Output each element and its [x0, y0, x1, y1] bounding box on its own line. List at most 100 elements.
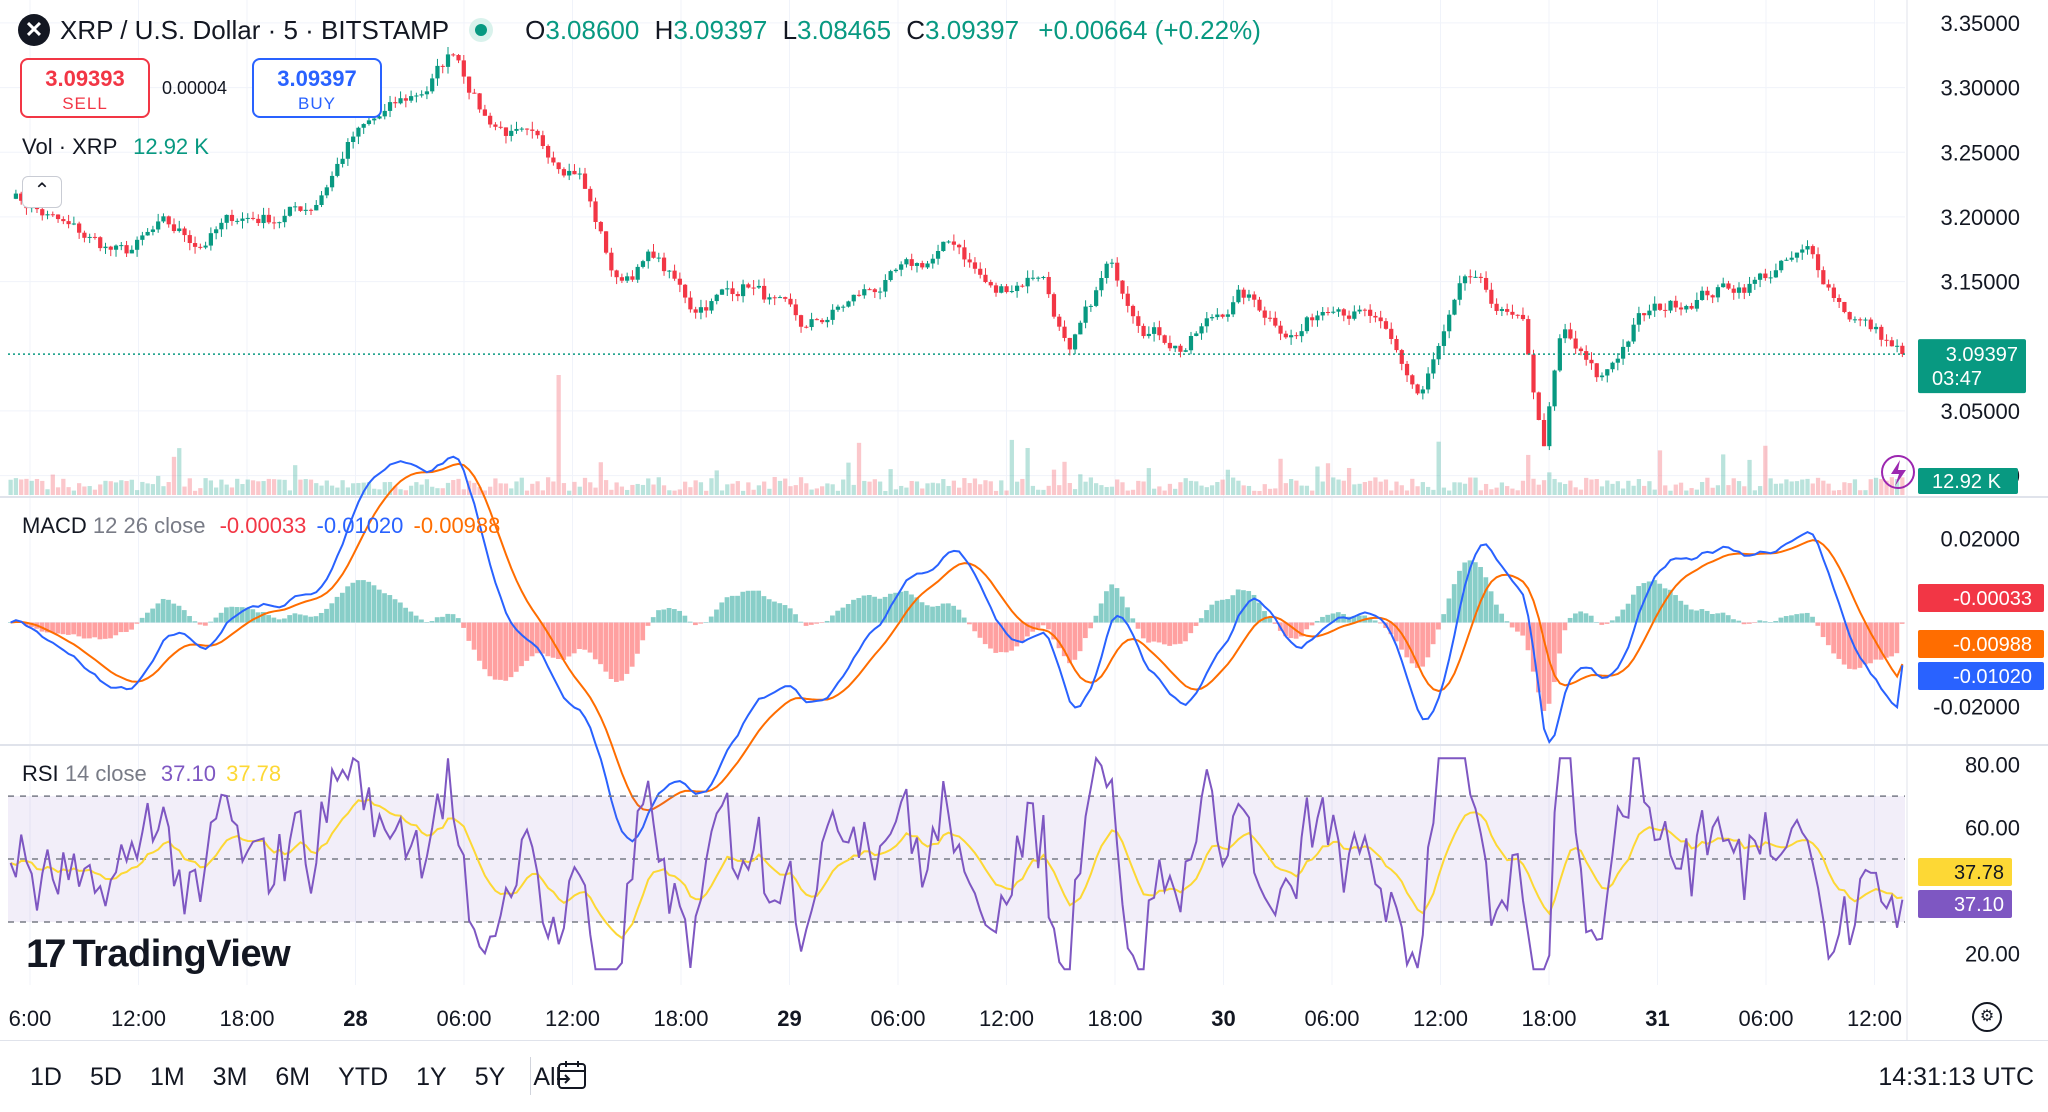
volume-bar [1684, 490, 1689, 495]
date-range-calendar-icon[interactable] [556, 1059, 590, 1091]
period-button-ytd[interactable]: YTD [338, 1063, 389, 1091]
volume-bar [372, 488, 377, 495]
candle-body [145, 231, 150, 236]
volume-bar [1547, 472, 1552, 495]
macd-histogram-bar [645, 622, 651, 626]
utc-clock[interactable]: 14:31:13 UTC [1878, 1063, 2034, 1091]
candle-body [1289, 335, 1294, 338]
candle-body [1605, 369, 1610, 376]
macd-value-badge [1918, 630, 2044, 658]
macd-histogram-bar [1662, 588, 1668, 623]
macd-histogram-bar [44, 622, 50, 633]
macd-histogram-bar [1457, 570, 1462, 623]
volume-bar [925, 483, 930, 495]
macd-histogram-bar [313, 616, 319, 623]
candle-body [324, 187, 329, 196]
period-button-3m[interactable]: 3M [212, 1063, 248, 1091]
candle-body [825, 319, 830, 323]
candle-body [419, 94, 424, 96]
macd-histogram-bar [250, 609, 256, 623]
macd-value-badge-text: -0.00033 [1953, 588, 2032, 610]
candle-body [430, 78, 435, 92]
macd-histogram-bar [81, 622, 87, 639]
candle-body [1894, 345, 1900, 347]
period-button-1m[interactable]: 1M [149, 1063, 185, 1091]
rsi-tick-label: 80.00 [1965, 753, 2020, 778]
volume-bar [1362, 482, 1368, 495]
candle-body [740, 284, 746, 297]
period-button-5d[interactable]: 5D [89, 1063, 122, 1091]
volume-bar [509, 488, 514, 495]
macd-histogram-bar [382, 593, 387, 623]
settings-gear-icon[interactable]: ⚙ [1972, 1002, 2002, 1032]
volume-bar [983, 480, 988, 495]
volume-bar [798, 477, 804, 495]
candle-body [535, 130, 540, 136]
volume-bar [514, 481, 519, 495]
candle-body [1889, 340, 1894, 347]
macd-histogram-bar [1104, 591, 1109, 623]
symbol-title[interactable]: XRP / U.S. Dollar · 5 · BITSTAMP [60, 14, 450, 45]
period-button-5y[interactable]: 5Y [474, 1063, 506, 1091]
candle-body [841, 306, 846, 308]
volume-bar [129, 479, 134, 495]
candle-body [1389, 328, 1394, 339]
candle-body [872, 289, 877, 293]
macd-histogram-bar [276, 619, 282, 623]
tradingview-logo[interactable]: 17 TradingView [26, 932, 291, 976]
volume-bar [693, 480, 698, 495]
macd-histogram-bar [529, 622, 535, 657]
macd-histogram-bar [1046, 622, 1051, 630]
macd-value-badge-text: -0.01020 [1953, 666, 2032, 688]
sell-button[interactable]: 3.09393 SELL [20, 58, 150, 118]
candle-body [746, 284, 751, 288]
macd-histogram-bar [1725, 615, 1731, 623]
volume-bar [1320, 481, 1325, 495]
volume-bar [999, 480, 1004, 495]
volume-bar [1141, 481, 1146, 495]
macd-histogram-bar [1594, 621, 1599, 623]
volume-bar [935, 483, 941, 495]
candle-body [1426, 373, 1431, 390]
buy-button[interactable]: 3.09397 BUY [252, 58, 382, 118]
candle-body [1009, 291, 1014, 293]
candle-body [941, 241, 946, 252]
macd-histogram-bar [1177, 622, 1183, 644]
volume-legend[interactable]: Vol · XRP 12.92 K [22, 134, 209, 159]
chart-canvas[interactable]: 3.35000 3.30000 3.25000 3.20000 3.15000 3.050… [0, 0, 2048, 1040]
period-button-6m[interactable]: 6M [275, 1063, 311, 1091]
xrp-logo-icon: ✕ [18, 14, 50, 46]
macd-histogram-bar [1899, 622, 1905, 624]
macd-histogram-bar [1883, 622, 1889, 658]
volume-bar [456, 478, 461, 495]
candle-body [271, 222, 277, 224]
macd-histogram-bar [577, 622, 582, 650]
volume-bar [1531, 478, 1536, 495]
period-button-1y[interactable]: 1Y [416, 1063, 447, 1091]
macd-histogram-bar [914, 597, 920, 623]
macd-histogram-bar [866, 595, 872, 623]
volume-bar [419, 484, 424, 495]
candle-body [61, 219, 66, 222]
macd-histogram-bar [1356, 615, 1362, 623]
collapse-legend-button[interactable]: ⌃ [22, 176, 62, 208]
macd-histogram-bar [882, 596, 888, 623]
macd-legend[interactable]: MACD 12 26 close -0.00033 -0.01020 -0.00… [22, 513, 501, 538]
volume-bar [1815, 477, 1821, 495]
volume-bar [1273, 488, 1278, 495]
candle-body [1278, 325, 1283, 334]
candle-body [1599, 375, 1605, 378]
candle-body [1215, 314, 1220, 318]
macd-histogram-bar [1056, 622, 1062, 649]
macd-histogram-bar [97, 622, 103, 640]
candle-body [1368, 309, 1373, 316]
period-button-all[interactable]: All [533, 1063, 562, 1091]
rsi-legend[interactable]: RSI 14 close 37.10 37.78 [22, 761, 282, 786]
period-button-1d[interactable]: 1D [30, 1063, 62, 1091]
macd-histogram-bar [318, 612, 324, 623]
candle-body [609, 252, 614, 271]
candle-body [1072, 334, 1078, 350]
macd-histogram-bar [1414, 622, 1420, 668]
volume-bar [1573, 487, 1578, 495]
macd-histogram-bar [1620, 609, 1626, 623]
